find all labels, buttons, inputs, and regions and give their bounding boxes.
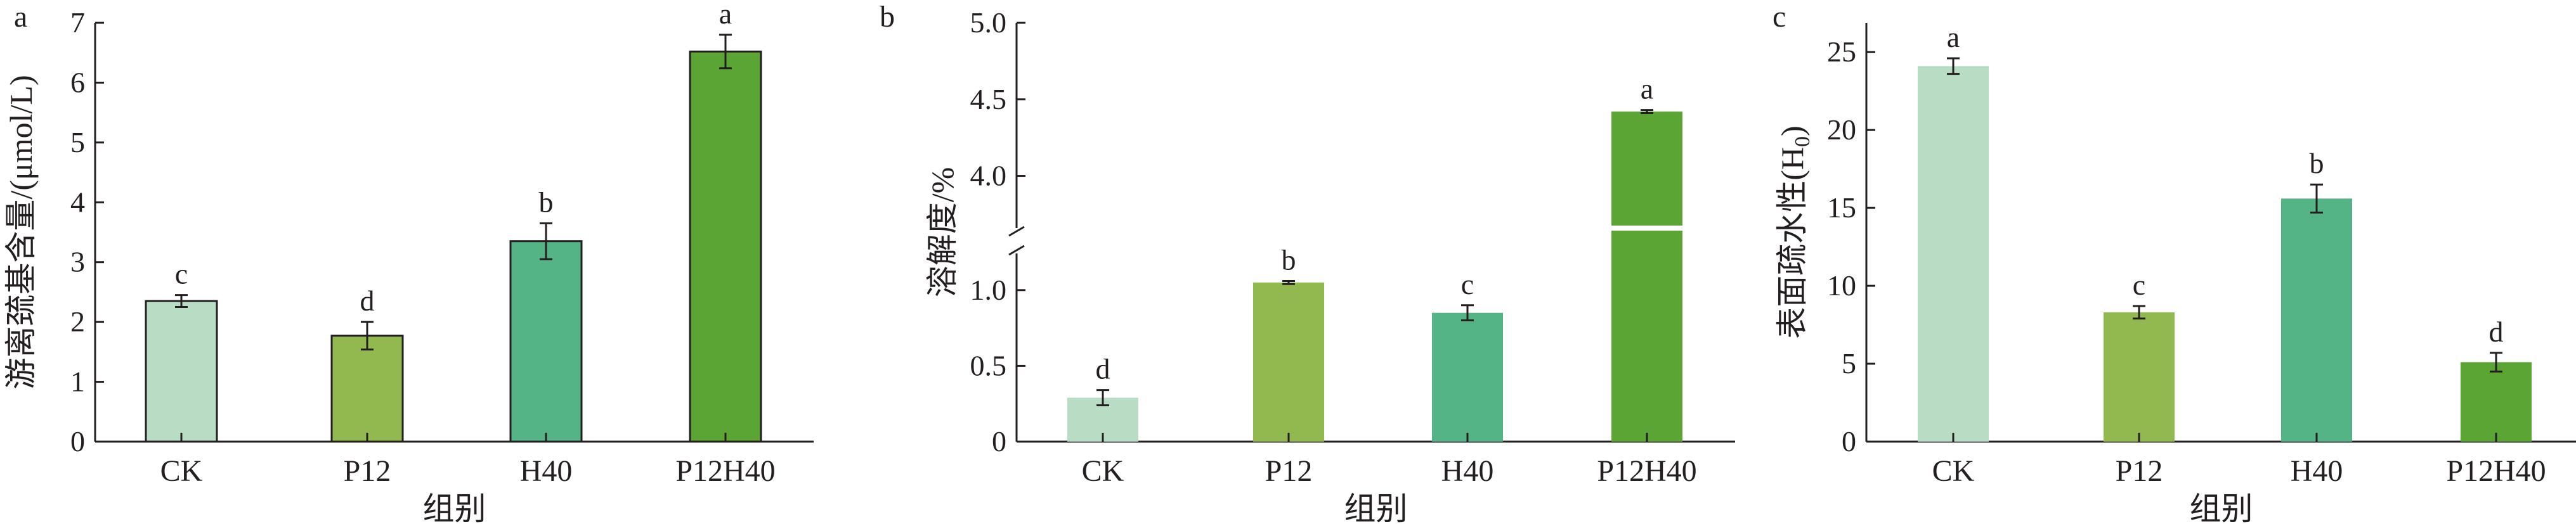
- y-tick-label: 15: [1827, 191, 1856, 224]
- axis-break-mark: [1008, 245, 1025, 256]
- bar-break-band: [1610, 226, 1684, 231]
- y-tick-label: 4.5: [970, 83, 1007, 115]
- x-axis-label: 组别: [1344, 491, 1408, 524]
- bar-p12: [2104, 312, 2175, 442]
- y-axis-label-subscript: 0: [1791, 136, 1814, 147]
- bar-p12h40: [2461, 362, 2532, 442]
- panel-label: b: [880, 0, 895, 34]
- x-tick-label: CK: [1082, 454, 1124, 488]
- panel-label: c: [1773, 0, 1786, 34]
- y-tick-label: 2: [70, 305, 85, 338]
- y-axis-label-close: ): [1774, 125, 1810, 136]
- y-axis-label-text: 游离巯基含量/(μmol/L): [3, 75, 39, 389]
- y-tick-label: 4: [70, 186, 85, 218]
- x-axis-label: 组别: [423, 491, 486, 524]
- y-tick-label: 1.0: [970, 274, 1007, 306]
- y-tick-label: 5.0: [970, 6, 1007, 39]
- y-axis-label: 溶解度/%: [925, 167, 960, 298]
- x-axis-label: 组别: [2190, 491, 2253, 524]
- bar-ck: [1918, 66, 1989, 442]
- x-tick-label: P12H40: [675, 454, 775, 488]
- significance-letter: b: [1282, 243, 1296, 276]
- significance-letter: d: [2489, 316, 2504, 348]
- x-tick-label: P12: [344, 454, 391, 488]
- y-tick-label: 6: [70, 66, 85, 98]
- y-tick-label: 3: [70, 246, 85, 278]
- significance-letter: a: [719, 0, 732, 30]
- y-tick-label: 1: [70, 366, 85, 398]
- significance-letter: d: [360, 284, 375, 317]
- significance-letter: a: [1947, 21, 1960, 53]
- x-tick-label: CK: [160, 454, 203, 488]
- y-tick-label: 0.5: [970, 349, 1007, 381]
- x-tick-label: H40: [520, 454, 573, 488]
- axis-break-mark: [1008, 226, 1025, 237]
- y-tick-label: 10: [1827, 269, 1856, 302]
- significance-letter: c: [2133, 269, 2145, 301]
- y-axis-label: 表面疏水性(H0): [1774, 125, 1814, 338]
- x-tick-label: CK: [1932, 454, 1975, 488]
- x-tick-label: H40: [1441, 454, 1494, 488]
- x-tick-label: P12: [1265, 454, 1313, 488]
- x-tick-label: P12H40: [1597, 454, 1696, 488]
- x-tick-label: P12: [2116, 454, 2163, 488]
- significance-letter: a: [1641, 73, 1653, 105]
- significance-letter: c: [1461, 268, 1474, 300]
- bar-h40: [1432, 312, 1503, 442]
- bar-p12h40: [1611, 112, 1682, 442]
- x-tick-label: H40: [2291, 454, 2343, 488]
- y-tick-label: 4.0: [970, 160, 1007, 192]
- y-axis-label-text: 溶解度/%: [925, 167, 960, 298]
- y-tick-label: 5: [70, 126, 85, 158]
- x-tick-label: P12H40: [2446, 454, 2546, 488]
- y-tick-label: 0: [1842, 425, 1856, 457]
- y-tick-label: 25: [1827, 35, 1856, 68]
- bar-ck: [145, 300, 218, 443]
- y-tick-label: 5: [1842, 347, 1856, 380]
- panel-label: a: [14, 0, 27, 34]
- bar-p12: [330, 335, 404, 443]
- y-tick-label: 0: [992, 425, 1006, 457]
- significance-letter: b: [539, 186, 554, 218]
- y-tick-label: 20: [1827, 113, 1856, 146]
- significance-letter: d: [1096, 353, 1110, 385]
- panel-a: a 0 1 2 3 4 5 6 7 c CK d P12 b H40 a P12H40 组别 游离巯基含量/(μmo…: [3, 0, 814, 524]
- y-tick-label: 0: [70, 425, 85, 457]
- y-axis-label: 游离巯基含量/(μmol/L): [3, 75, 39, 389]
- significance-letter: c: [175, 258, 188, 290]
- y-tick-label: 7: [70, 6, 85, 39]
- bar-h40: [509, 240, 583, 443]
- significance-letter: b: [2310, 147, 2324, 179]
- panel-b: b 0 0.5 1.0 4.0 4.5 5.0 d CK b P12 c H40 a P12H40 组别 溶解度…: [880, 0, 1735, 524]
- bar-p12h40: [689, 50, 762, 443]
- bar-p12: [1253, 282, 1324, 442]
- bar-h40: [2281, 198, 2352, 442]
- y-axis-label-text: 表面疏水性(H: [1774, 147, 1810, 339]
